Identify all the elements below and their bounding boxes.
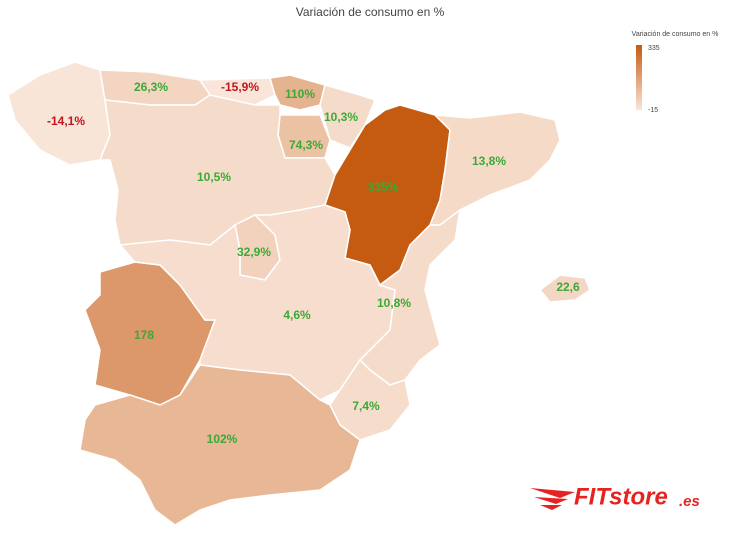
region-label: -14,1% [47, 114, 85, 128]
region-label: 178 [134, 328, 154, 342]
region-label: 335% [368, 180, 399, 194]
region [269, 74, 326, 111]
region-label: 4,6% [283, 308, 311, 322]
region-label: 10,5% [197, 170, 231, 184]
colorbar-max: 335 [648, 45, 660, 52]
logo-suffix: .es [679, 493, 700, 510]
region [79, 364, 361, 526]
region [428, 111, 561, 226]
region-label: 10,8% [377, 296, 411, 310]
colorbar [636, 45, 642, 110]
region-label: 110% [285, 87, 315, 101]
region-label: -15,9% [221, 80, 259, 94]
region-label: 22,6 [556, 280, 580, 294]
region-label: 26,3% [134, 80, 168, 94]
region [538, 274, 591, 303]
regions [7, 61, 591, 526]
region-label: 102% [207, 432, 238, 446]
map-title: Variación de consumo en % [296, 5, 445, 19]
region [198, 77, 276, 106]
region-label: 74,3% [289, 138, 323, 152]
logo-speed-lines [530, 488, 575, 510]
logo: FITstore .es [530, 483, 700, 510]
colorbar-min: -15 [648, 107, 658, 114]
region-label: 13,8% [472, 154, 506, 168]
region [118, 204, 396, 401]
region-label: 7,4% [352, 399, 380, 413]
region-label: 10,3% [324, 110, 358, 124]
logo-name: FITstore [574, 483, 668, 510]
colorbar-title: Variación de consumo en % [632, 31, 719, 38]
region-label: 32,9% [237, 245, 271, 259]
region-labels: -14,1% 26,3% -15,9% 110% 10,3%74,3% 10,5% 335%… [47, 80, 580, 446]
